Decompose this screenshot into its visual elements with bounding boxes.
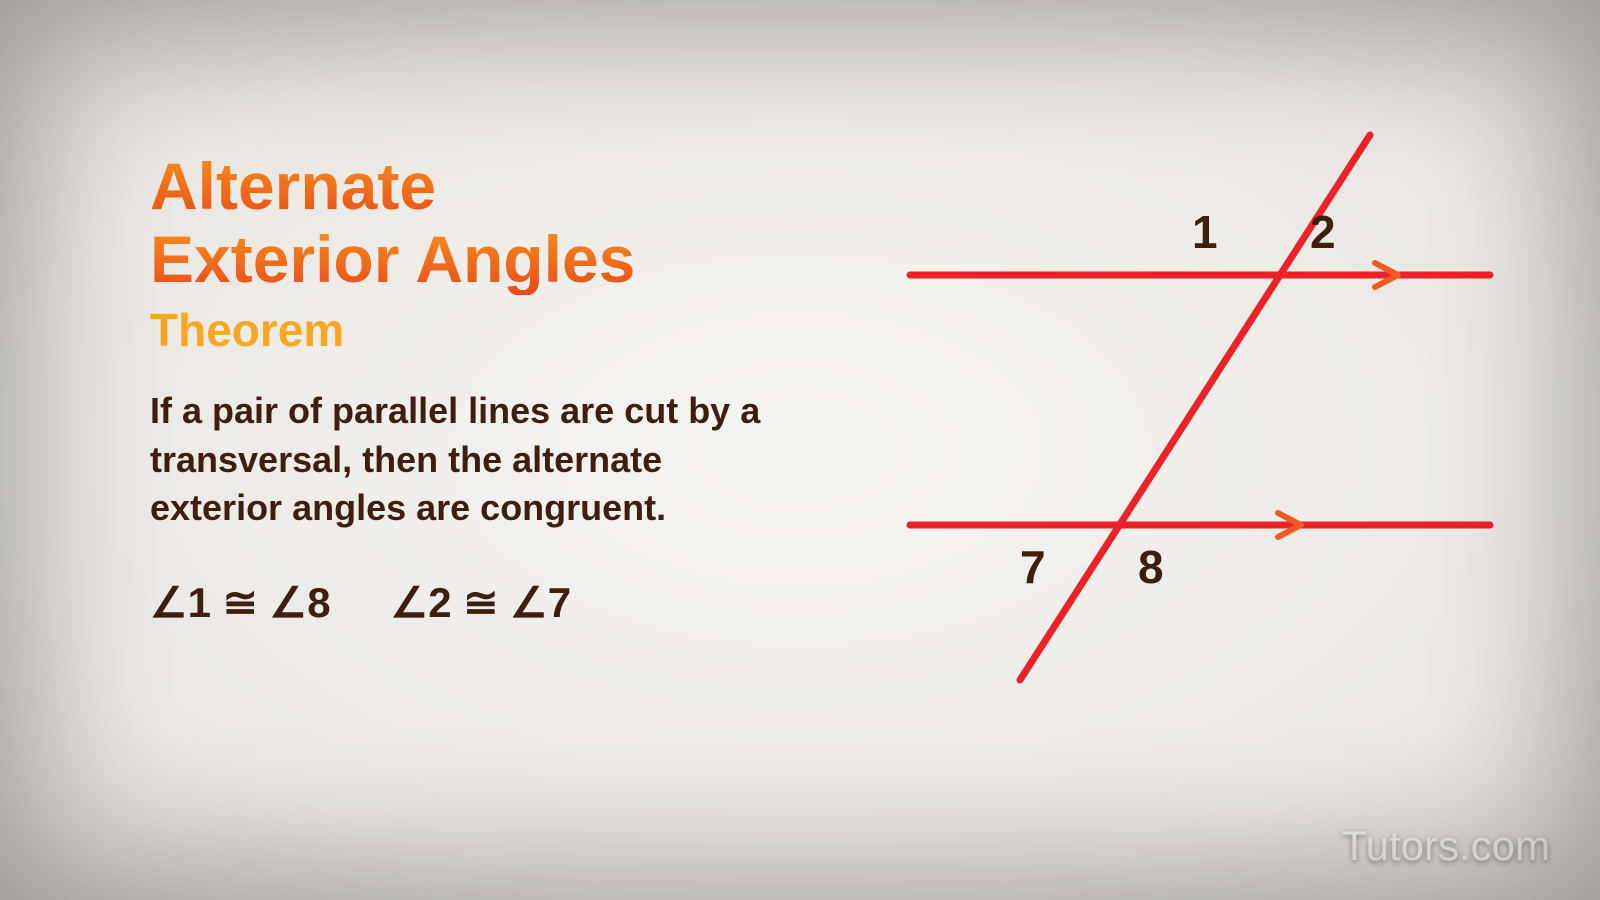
equations-row: ∠1 ≅ ∠8 ∠2 ≅ ∠7 — [150, 578, 800, 627]
equation-1: ∠1 ≅ ∠8 — [150, 578, 331, 627]
equation-2: ∠2 ≅ ∠7 — [391, 578, 572, 627]
text-content: Alternate Exterior Angles Theorem If a p… — [150, 150, 800, 627]
angle-label-8: 8 — [1138, 540, 1164, 594]
diagram-svg — [880, 120, 1500, 740]
subtitle: Theorem — [150, 303, 800, 357]
angles-diagram: 1 2 7 8 — [880, 120, 1500, 740]
title-line-1: Alternate — [150, 150, 800, 223]
angle-label-1: 1 — [1192, 205, 1218, 259]
angle-label-2: 2 — [1310, 205, 1336, 259]
title-line-2: Exterior Angles — [150, 223, 800, 296]
theorem-description: If a pair of parallel lines are cut by a… — [150, 387, 800, 533]
angle-label-7: 7 — [1020, 540, 1046, 594]
watermark: Tutors.com — [1342, 822, 1550, 870]
